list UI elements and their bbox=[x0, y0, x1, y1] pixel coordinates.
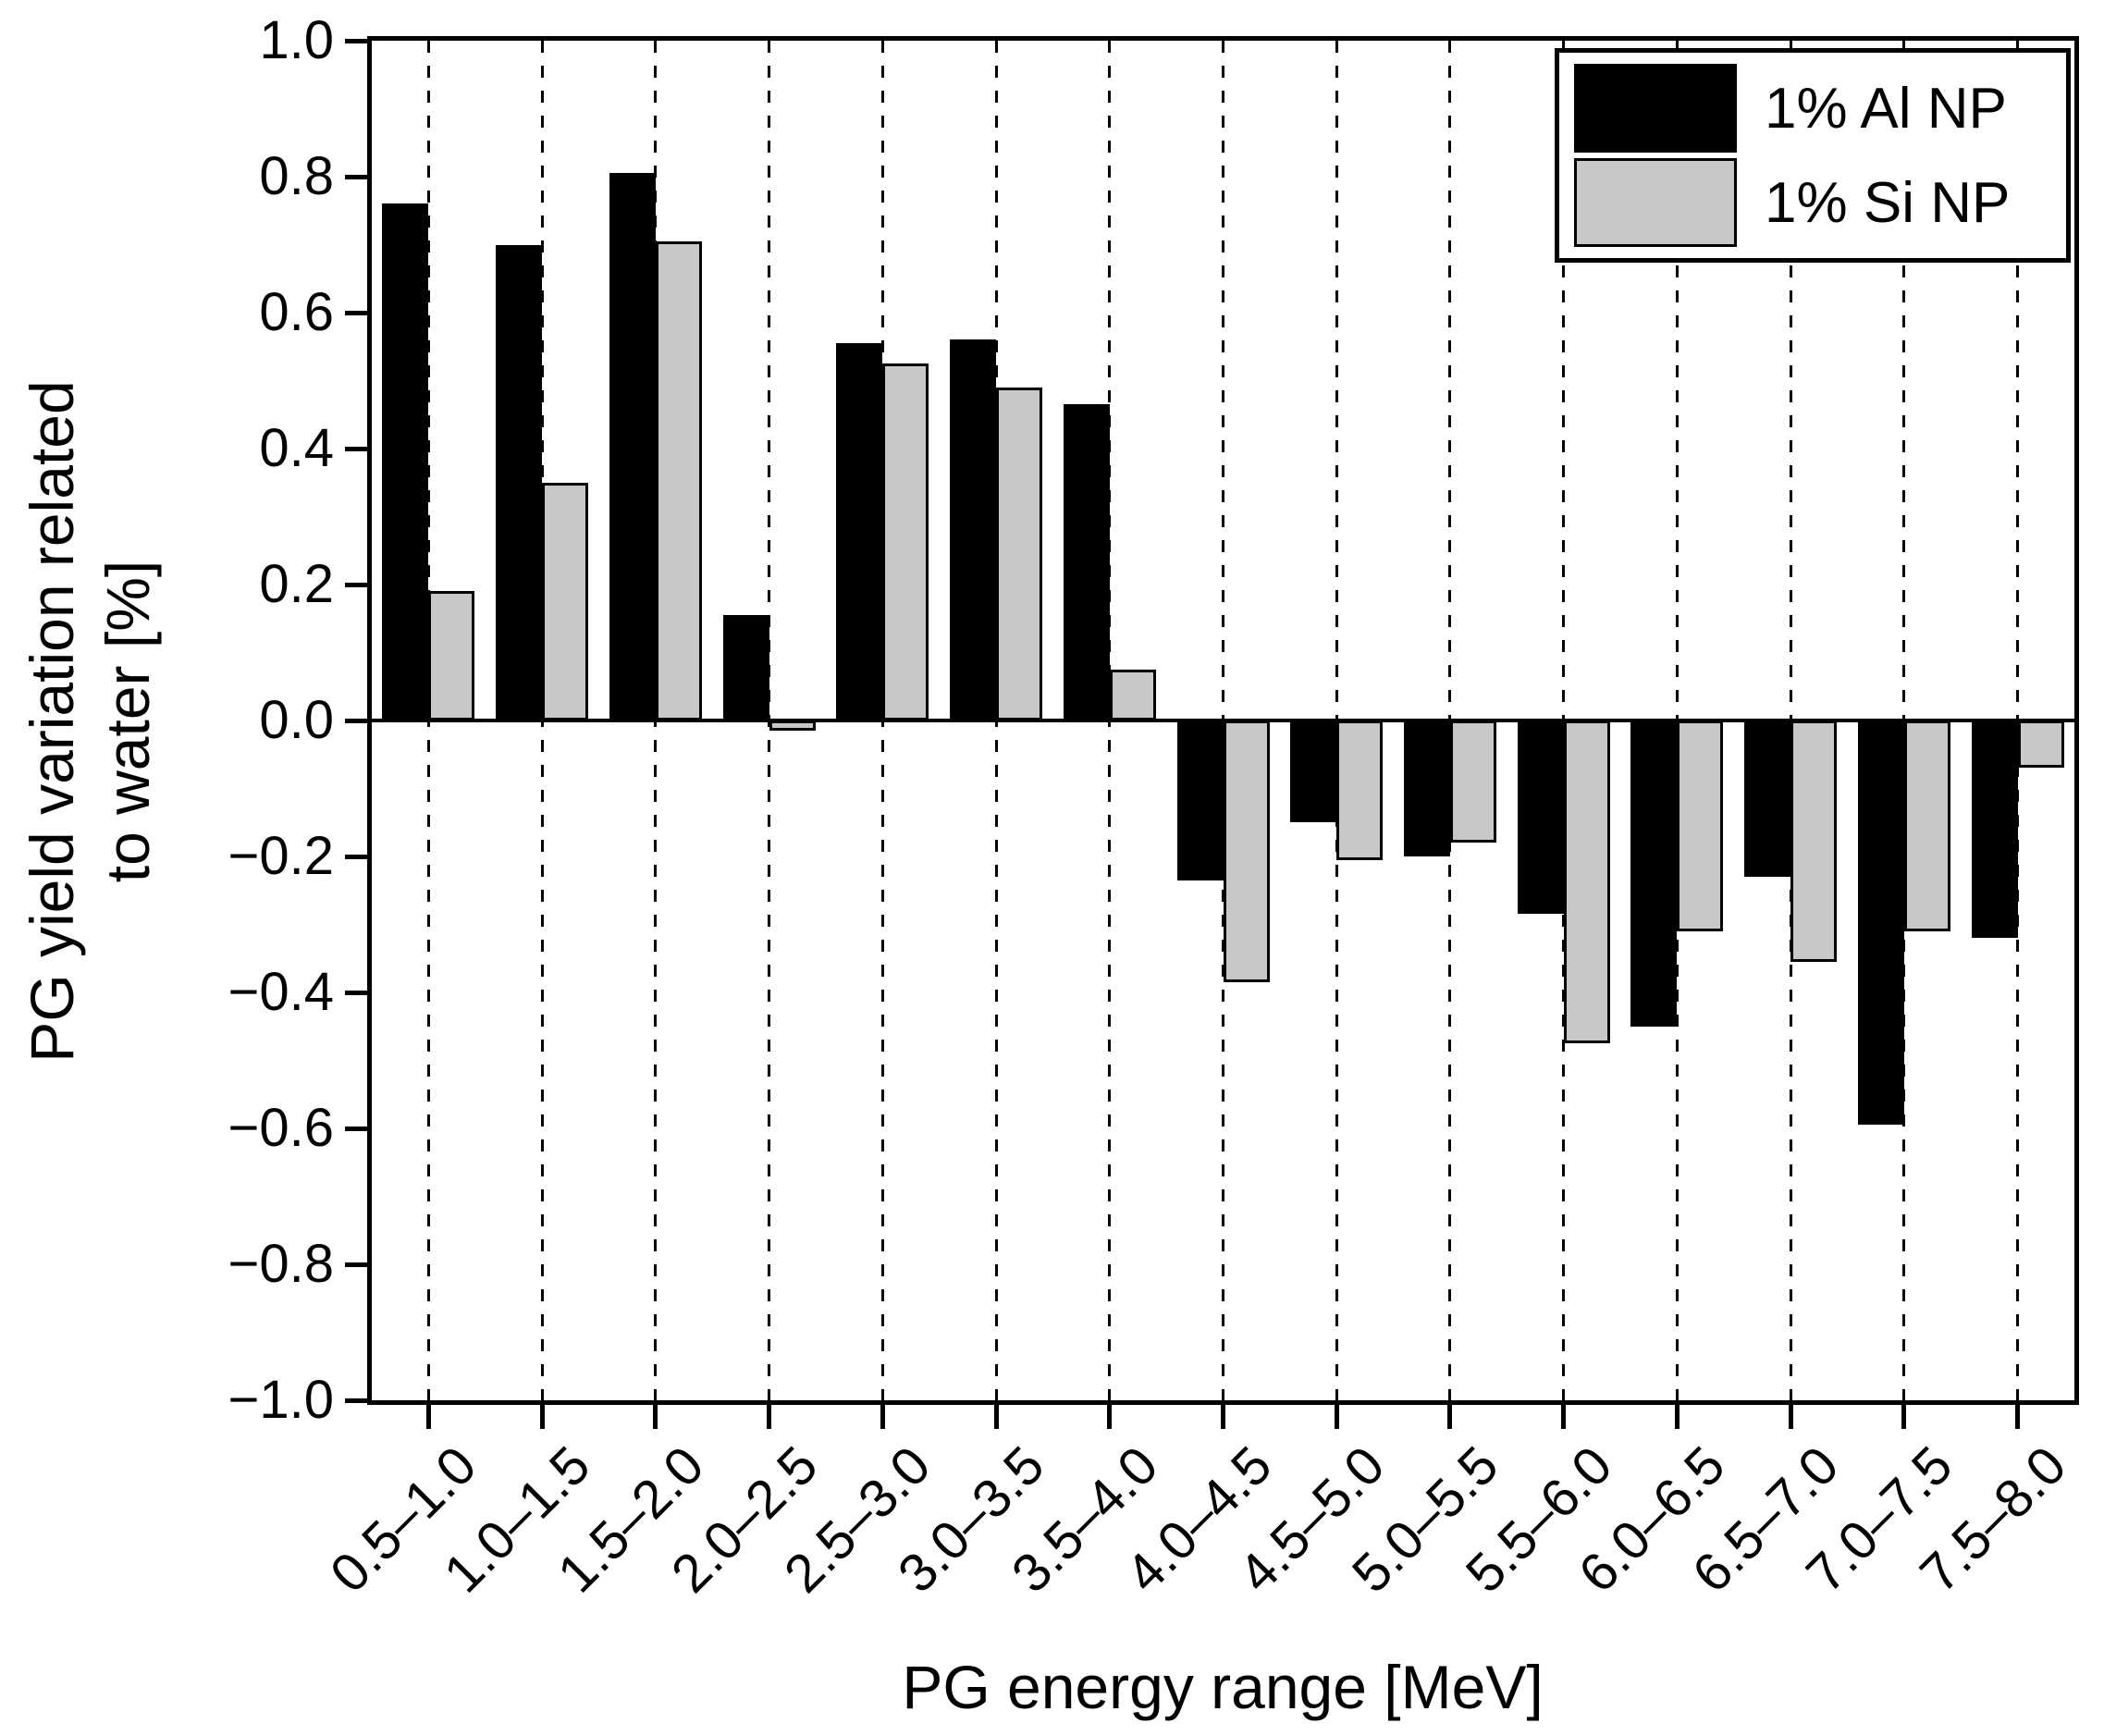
x-tick bbox=[1901, 1405, 1907, 1429]
y-tick bbox=[345, 446, 367, 451]
legend-row: 1% Al NP bbox=[1574, 64, 2051, 153]
y-tick-label: −1.0 bbox=[228, 1370, 335, 1430]
x-tick bbox=[1447, 1405, 1453, 1429]
bar-1-si-np-5.0–5.5 bbox=[1449, 720, 1496, 843]
bar-1-si-np-6.0–6.5 bbox=[1677, 720, 1724, 931]
x-axis-title: PG energy range [MeV] bbox=[902, 1653, 1544, 1721]
bar-1-al-np-7.5–8.0 bbox=[1971, 720, 2018, 939]
bar-1-si-np-3.5–4.0 bbox=[1109, 669, 1156, 720]
y-tick bbox=[345, 174, 367, 179]
x-tick bbox=[1107, 1405, 1113, 1429]
bar-1-al-np-4.5–5.0 bbox=[1290, 720, 1337, 823]
x-tick bbox=[1788, 1405, 1793, 1429]
x-tick bbox=[2015, 1405, 2021, 1429]
legend: 1% Al NP 1% Si NP bbox=[1555, 48, 2071, 263]
y-tick-label: 0.2 bbox=[259, 554, 334, 614]
bar-1-al-np-1.5–2.0 bbox=[609, 173, 656, 720]
bar-1-al-np-6.0–6.5 bbox=[1630, 720, 1678, 1027]
y-tick bbox=[345, 38, 367, 43]
legend-row: 1% Si NP bbox=[1574, 158, 2051, 247]
plot-area: 1% Al NP 1% Si NP bbox=[367, 36, 2079, 1405]
bar-1-al-np-5.5–6.0 bbox=[1517, 720, 1564, 915]
bar-1-al-np-3.0–3.5 bbox=[950, 339, 997, 720]
x-tick bbox=[993, 1405, 999, 1429]
bar-1-al-np-1.0–1.5 bbox=[496, 244, 543, 720]
y-tick-label: −0.4 bbox=[228, 962, 335, 1022]
y-tick-label: 0.6 bbox=[259, 282, 334, 342]
bar-1-si-np-6.5–7.0 bbox=[1790, 720, 1838, 962]
bar-1-si-np-7.5–8.0 bbox=[2017, 720, 2064, 769]
y-tick bbox=[345, 854, 367, 859]
y-tick-label: 0.8 bbox=[259, 146, 334, 206]
y-tick bbox=[345, 1397, 367, 1403]
legend-swatch-si bbox=[1574, 158, 1737, 247]
legend-label-si: 1% Si NP bbox=[1765, 170, 2011, 235]
bar-1-al-np-2.5–3.0 bbox=[836, 343, 883, 720]
bar-1-al-np-5.0–5.5 bbox=[1403, 720, 1450, 856]
y-tick bbox=[345, 1126, 367, 1131]
y-tick bbox=[345, 1262, 367, 1267]
y-tick bbox=[345, 310, 367, 315]
y-tick-label: −0.8 bbox=[228, 1234, 335, 1294]
bar-1-si-np-2.5–3.0 bbox=[882, 363, 929, 720]
x-tick bbox=[1561, 1405, 1567, 1429]
bar-1-si-np-4.5–5.0 bbox=[1336, 720, 1384, 860]
bar-1-si-np-0.5–1.0 bbox=[428, 591, 475, 720]
bar-1-al-np-7.0–7.5 bbox=[1857, 720, 1904, 1126]
x-tick bbox=[767, 1405, 772, 1429]
zero-axis-line bbox=[372, 719, 2074, 722]
y-tick-label: 0.4 bbox=[259, 418, 334, 478]
x-tick bbox=[425, 1405, 431, 1429]
x-tick bbox=[1334, 1405, 1339, 1429]
bar-1-si-np-7.0–7.5 bbox=[1903, 720, 1950, 931]
y-tick-label: −0.6 bbox=[228, 1098, 335, 1158]
legend-swatch-al bbox=[1574, 64, 1737, 153]
x-tick bbox=[539, 1405, 545, 1429]
bar-1-si-np-3.0–3.5 bbox=[996, 387, 1043, 720]
y-tick bbox=[345, 718, 367, 723]
y-tick bbox=[345, 582, 367, 587]
y-tick bbox=[345, 990, 367, 995]
bar-1-al-np-2.0–2.5 bbox=[722, 615, 769, 720]
y-tick-label: 1.0 bbox=[259, 10, 334, 70]
x-tick bbox=[1221, 1405, 1225, 1429]
x-tick bbox=[880, 1405, 885, 1429]
legend-label-al: 1% Al NP bbox=[1765, 76, 2007, 141]
x-tick bbox=[1674, 1405, 1680, 1429]
bar-1-si-np-1.5–2.0 bbox=[655, 240, 702, 720]
bar-1-si-np-5.5–6.0 bbox=[1563, 720, 1610, 1044]
bar-1-al-np-3.5–4.0 bbox=[1063, 404, 1110, 720]
y-tick-label: 0.0 bbox=[259, 690, 334, 750]
x-tick bbox=[653, 1405, 658, 1429]
bar-1-si-np-4.0–4.5 bbox=[1223, 720, 1270, 982]
y-tick-label: −0.2 bbox=[228, 826, 335, 886]
bar-1-al-np-6.5–7.0 bbox=[1744, 720, 1791, 878]
bar-1-al-np-4.0–4.5 bbox=[1176, 720, 1224, 880]
bar-1-al-np-0.5–1.0 bbox=[382, 203, 429, 720]
bar-1-si-np-1.0–1.5 bbox=[542, 482, 589, 720]
y-axis-title-line1: PG yield variation related bbox=[18, 380, 86, 1063]
